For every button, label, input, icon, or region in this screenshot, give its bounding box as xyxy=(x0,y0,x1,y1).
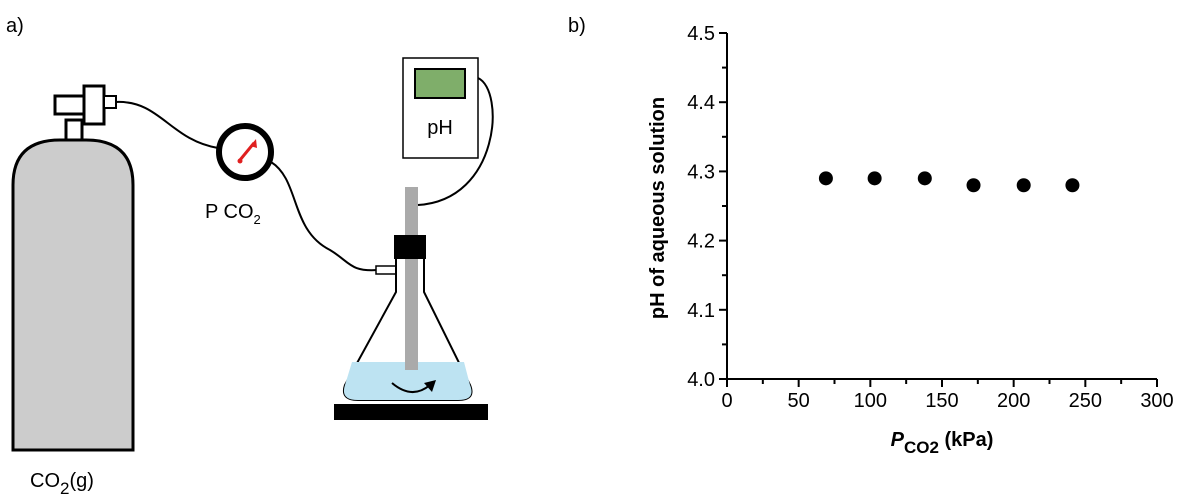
ph-probe xyxy=(405,187,418,370)
stopper xyxy=(394,235,426,259)
y-tick-label: 4.5 xyxy=(687,23,715,45)
meter-screen xyxy=(414,68,466,99)
gauge-needle-tip xyxy=(250,139,257,148)
y-tick-label: 4.1 xyxy=(687,300,715,322)
stir-arrow-head xyxy=(424,380,436,392)
tube xyxy=(115,100,219,149)
y-tick-label: 4.2 xyxy=(687,231,715,253)
x-axis-label: PCO2 (kPa) xyxy=(891,429,994,457)
gauge-label: P CO2 xyxy=(205,201,261,227)
x-tick-label: 150 xyxy=(925,390,958,412)
x-tick-label: 250 xyxy=(1069,390,1102,412)
side-arm xyxy=(375,265,397,275)
data-point xyxy=(1065,178,1080,193)
panel-label: a) xyxy=(6,15,24,37)
valve-outlet xyxy=(103,95,117,109)
x-tick-label: 100 xyxy=(854,390,887,412)
x-tick-label: 50 xyxy=(788,390,810,412)
data-point xyxy=(867,171,882,186)
data-point xyxy=(1016,178,1031,193)
valve-body xyxy=(82,84,106,126)
y-tick-label: 4.3 xyxy=(687,161,715,183)
panel-label: b) xyxy=(568,15,586,37)
stir-plate xyxy=(334,404,488,420)
gauge-pivot xyxy=(237,158,243,164)
y-tick-label: 4.0 xyxy=(687,369,715,391)
data-point xyxy=(917,171,932,186)
data-point xyxy=(818,171,833,186)
y-tick-label: 4.4 xyxy=(687,92,715,114)
probe-wire xyxy=(417,77,494,206)
data-point xyxy=(966,178,981,193)
cylinder-label: CO2(g) xyxy=(30,470,94,498)
x-tick-label: 300 xyxy=(1140,390,1173,412)
cylinder-neck xyxy=(64,118,84,142)
x-tick-label: 200 xyxy=(997,390,1030,412)
tube xyxy=(270,161,379,272)
solution xyxy=(343,362,472,400)
stir-arrow xyxy=(391,382,431,393)
x-tick-label: 0 xyxy=(721,390,732,412)
meter-label: pH xyxy=(427,117,453,139)
gas-cylinder xyxy=(11,138,135,452)
y-axis-label: pH of aqueous solution xyxy=(647,97,669,319)
